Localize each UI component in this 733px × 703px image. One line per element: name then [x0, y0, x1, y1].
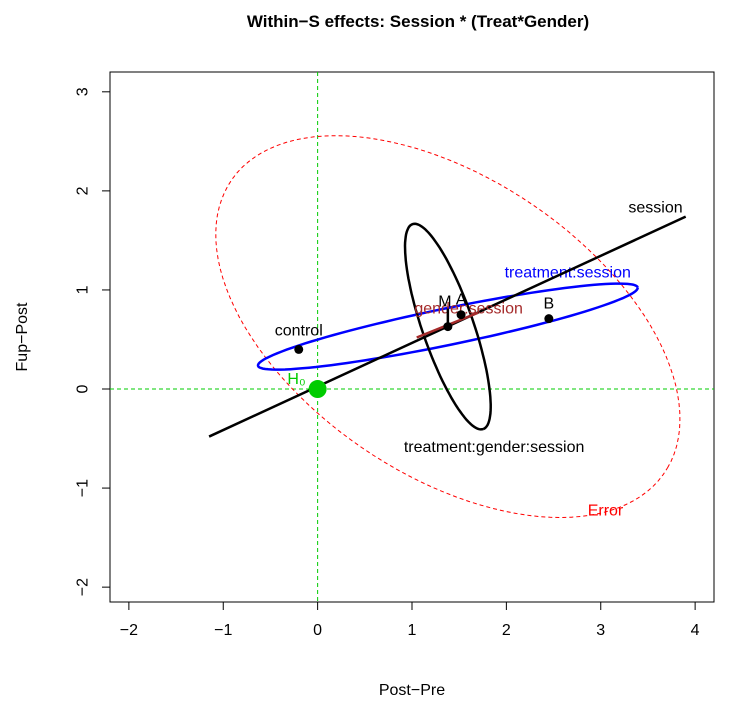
y-tick-label: 0: [75, 384, 92, 393]
y-tick-label: −1: [75, 479, 92, 497]
hypothesis-label: H₀: [287, 371, 305, 388]
x-tick-label: 3: [596, 622, 605, 639]
ellipse-error: [215, 135, 681, 519]
ellipse-label: Error: [588, 502, 624, 519]
x-tick-label: 4: [691, 622, 700, 639]
point-label: M: [438, 294, 451, 311]
x-tick-label: −2: [120, 622, 138, 639]
hypothesis-point: [308, 380, 327, 399]
ellipses-layer: Error treatment:session treatment:gender:s…: [215, 135, 681, 519]
reference-lines: [110, 72, 714, 602]
x-tick-label: 2: [502, 622, 511, 639]
point-label: B: [544, 296, 555, 313]
y-axis-label: Fup−Post: [14, 302, 31, 371]
x-axis: −2 −1 0 1 2 3 4: [120, 601, 700, 639]
y-tick-label: −2: [75, 578, 92, 596]
point-label: A: [456, 292, 467, 309]
y-axis: −2 −1 0 1 2 3: [75, 87, 111, 596]
ellipse-treatment-gender-session: [403, 222, 492, 431]
point-a: [456, 310, 466, 320]
line-label: gender:session: [414, 300, 523, 317]
plot-area-frame: [109, 71, 715, 603]
ellipse-label: treatment:gender:session: [404, 439, 585, 456]
hypothesis-layer: H₀: [287, 371, 327, 399]
y-tick-label: 2: [75, 186, 92, 195]
point-label: control: [275, 322, 323, 339]
x-tick-label: 1: [408, 622, 417, 639]
x-tick-label: 0: [313, 622, 322, 639]
chart-title: Within−S effects: Session * (Treat*Gende…: [247, 12, 589, 31]
y-tick-label: 3: [75, 87, 92, 96]
y-tick-label: 1: [75, 285, 92, 294]
line-label: session: [628, 199, 682, 216]
point-control: [294, 344, 304, 354]
point-b: [544, 314, 554, 324]
x-tick-label: −1: [214, 622, 232, 639]
points-layer: control A B M: [275, 292, 554, 354]
ellipse-label: treatment:session: [505, 265, 631, 282]
ellipse-treatment-session: [256, 282, 639, 371]
x-axis-label: Post−Pre: [379, 682, 445, 699]
